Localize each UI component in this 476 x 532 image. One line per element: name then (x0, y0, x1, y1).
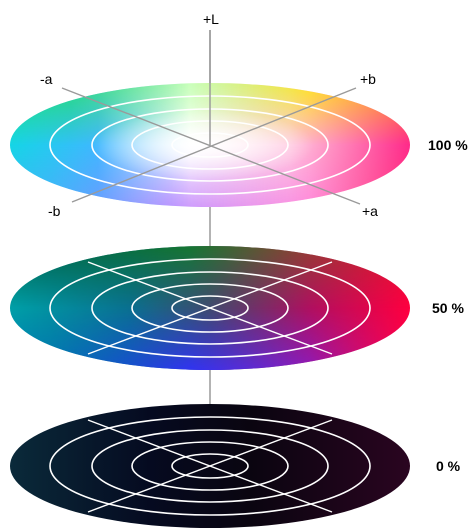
minus-b-label: -b (48, 203, 61, 219)
level-label-0: 0 % (436, 458, 461, 474)
plus-b-label: +b (360, 71, 376, 87)
ab-axis-lines (61, 87, 361, 205)
level-label-50: 50 % (432, 300, 464, 316)
plus-l-label: +L (203, 11, 219, 27)
disc-50-rings (49, 258, 371, 358)
level-label-100: 100 % (428, 137, 468, 153)
disc-0-rings (49, 416, 371, 516)
minus-a-label: -a (40, 71, 53, 87)
minus-b-to-plus-b-axis (71, 87, 357, 203)
disc-50-spokes (87, 261, 333, 355)
disc-50-percent (10, 246, 410, 370)
plus-a-label: +a (362, 203, 378, 219)
disc-0-percent (10, 404, 410, 528)
disc-0-spokes (87, 419, 333, 513)
